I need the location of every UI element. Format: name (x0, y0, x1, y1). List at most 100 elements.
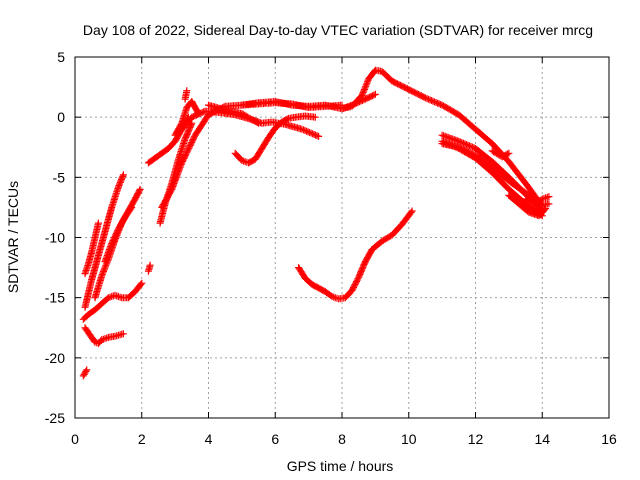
x-tick-label: 0 (71, 431, 79, 447)
data-point (537, 196, 545, 204)
axis-ticks: 0 2 4 6 8 10 12 14 16 5 0 -5 -10 -15 -20 -25 (45, 49, 617, 447)
data-point (434, 99, 442, 107)
data-point (79, 372, 87, 380)
data-point (255, 119, 263, 127)
data-point (408, 207, 416, 215)
data-point (94, 219, 102, 227)
data-point (545, 193, 553, 201)
data-point (128, 203, 136, 211)
data-point (351, 281, 359, 289)
data-point (446, 141, 454, 148)
data-point (80, 370, 88, 378)
data-series-segment (81, 324, 127, 347)
data-series-segment (171, 98, 202, 139)
data-point (283, 115, 291, 123)
data-series-segment (81, 171, 127, 311)
data-point (458, 139, 466, 146)
data-series-segment (79, 366, 91, 380)
data-series-segment (338, 90, 379, 113)
data-point (98, 272, 106, 280)
data-point (420, 93, 428, 101)
data-point (82, 367, 90, 375)
data-series-segment (205, 101, 263, 127)
data-point (428, 97, 435, 104)
data-point (253, 119, 261, 126)
data-point (469, 143, 476, 151)
data-point (83, 263, 91, 271)
data-point (354, 99, 362, 106)
data-point (438, 137, 446, 145)
x-tick-label: 2 (138, 431, 146, 447)
data-point (81, 369, 89, 377)
data-point (465, 142, 473, 150)
data-point (309, 130, 317, 138)
x-tick-label: 16 (601, 431, 617, 447)
data-point (455, 137, 463, 145)
data-point (307, 129, 315, 137)
y-tick-label: -10 (45, 230, 65, 246)
data-point (407, 208, 415, 216)
x-tick-label: 12 (468, 431, 484, 447)
data-point (542, 205, 550, 213)
data-point (187, 140, 195, 148)
data-point (183, 87, 191, 95)
data-point (349, 285, 357, 293)
data-point (462, 141, 470, 148)
data-point (119, 330, 127, 338)
data-point (449, 142, 457, 150)
data-point (195, 110, 202, 118)
data-points (79, 66, 553, 380)
x-tick-label: 14 (534, 431, 550, 447)
data-series-segment (81, 219, 102, 278)
data-point (188, 113, 196, 121)
data-point (312, 131, 320, 139)
data-point (119, 171, 127, 179)
y-tick-label: -15 (45, 290, 65, 306)
data-point (350, 101, 357, 108)
data-point (541, 206, 548, 214)
data-series-segment (181, 87, 191, 103)
data-point (83, 366, 91, 374)
data-point (116, 180, 124, 188)
x-tick-label: 10 (401, 431, 417, 447)
x-tick-label: 8 (338, 431, 346, 447)
x-tick-label: 4 (205, 431, 213, 447)
data-point (443, 139, 451, 147)
data-point (353, 276, 361, 284)
data-series-segment (295, 207, 416, 303)
data-series-segment (144, 261, 154, 275)
data-point (118, 174, 126, 182)
data-series-segment (522, 193, 553, 208)
data-point (504, 150, 511, 158)
data-point (135, 187, 143, 195)
data-point (459, 139, 467, 147)
data-point (545, 200, 553, 208)
data-series-segment (488, 147, 513, 161)
data-point (452, 143, 460, 151)
data-point (371, 90, 379, 98)
y-tick-label: -20 (45, 350, 65, 366)
data-point (358, 97, 366, 104)
data-point (421, 94, 429, 102)
data-point (505, 149, 513, 157)
data-point (360, 87, 368, 95)
data-point (315, 132, 323, 140)
y-axis-label: SDTVAR / TECUs (5, 181, 21, 293)
y-tick-label: 0 (57, 109, 65, 125)
chart-title: Day 108 of 2022, Sidereal Day-to-day VTE… (83, 22, 593, 38)
data-point (441, 139, 449, 146)
data-series-segment (79, 279, 146, 323)
x-tick-label: 6 (271, 431, 279, 447)
data-point (355, 98, 363, 106)
data-point (435, 100, 443, 108)
data-point (103, 253, 111, 261)
data-point (101, 264, 109, 272)
data-point (146, 261, 154, 269)
data-series-segment (505, 191, 550, 220)
data-point (127, 205, 135, 213)
data-point (432, 99, 440, 106)
data-point (137, 280, 145, 288)
y-tick-label: -5 (53, 169, 66, 185)
